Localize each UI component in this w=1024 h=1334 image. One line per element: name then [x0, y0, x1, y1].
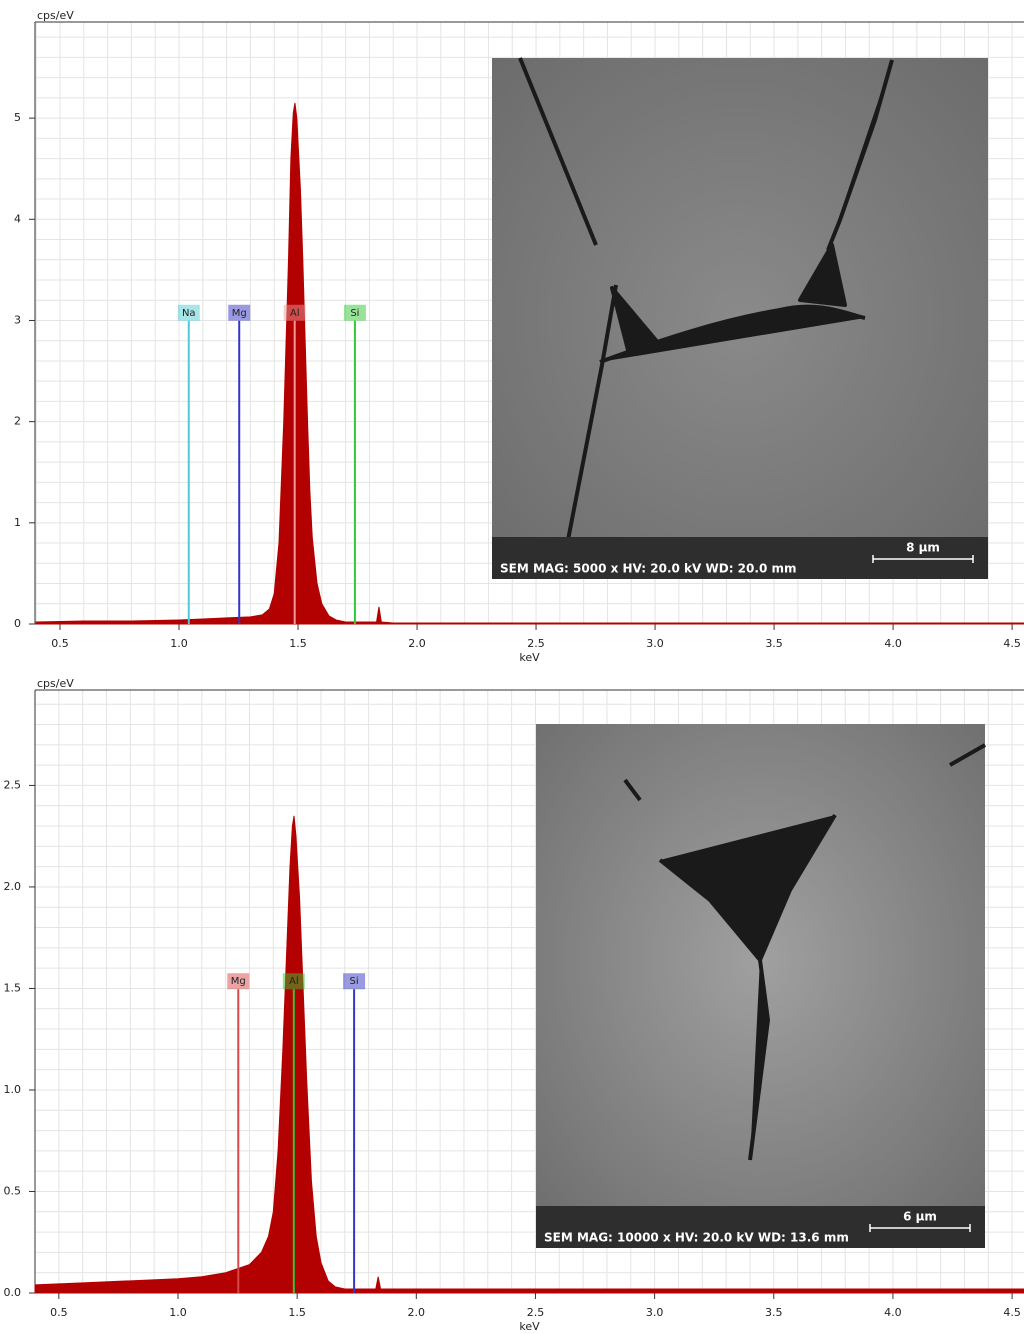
element-label: Si [350, 308, 359, 319]
x-tick-label: 3.5 [765, 1306, 783, 1319]
y-tick-label: 0.5 [4, 1184, 22, 1197]
sem-scale-label: 6 µm [903, 1210, 937, 1224]
sem-caption: SEM MAG: 5000 x HV: 20.0 kV WD: 20.0 mm [500, 562, 796, 576]
element-label-box [228, 304, 251, 321]
sem-feature [623, 743, 986, 1161]
y-tick-label: 2 [14, 415, 21, 428]
sem-caption-bar [536, 1206, 985, 1248]
sem-scale-bar [872, 555, 974, 563]
y-tick-label: 0 [14, 617, 21, 630]
x-tick-label: 1.0 [170, 637, 188, 650]
spectrum-panel: 0.5 1.0 1.5 2.0 2.5 3.0 3.5 4.0 4.5 0.0 0.5 1.0 1.5 2… [4, 677, 1024, 1333]
sem-caption-bar [492, 537, 988, 579]
x-tick-label: 0.5 [51, 637, 69, 650]
element-label-box [177, 304, 200, 321]
x-tick-label: 3.0 [646, 637, 664, 650]
x-tick-label: 0.5 [50, 1306, 68, 1319]
x-tick-label: 2.5 [527, 637, 545, 650]
y-tick-label: 4 [14, 212, 21, 225]
x-tick-label: 3.0 [646, 1306, 664, 1319]
element-label: Na [182, 308, 196, 319]
x-tick-label: 4.5 [1003, 637, 1021, 650]
y-tick-label: 2.5 [4, 778, 22, 791]
x-tick-label: 4.0 [884, 637, 902, 650]
y-tick-label: 0.0 [4, 1286, 22, 1299]
sem-caption: SEM MAG: 10000 x HV: 20.0 kV WD: 13.6 mm [544, 1231, 849, 1245]
x-tick-label: 2.0 [408, 1306, 426, 1319]
element-label: Mg [232, 308, 247, 319]
x-tick-label: 1.5 [289, 637, 307, 650]
y-tick-label: 5 [14, 111, 21, 124]
x-axis-label: keV [519, 1320, 540, 1333]
element-label: Si [350, 976, 359, 987]
x-tick-label: 4.5 [1003, 1306, 1021, 1319]
y-axis-label: cps/eV [37, 677, 74, 690]
spectrum-area [35, 102, 1024, 625]
x-tick-label: 1.0 [169, 1306, 187, 1319]
x-tick-label: 4.0 [884, 1306, 902, 1319]
x-tick-label: 1.5 [288, 1306, 306, 1319]
sem-feature [518, 57, 894, 541]
element-label: Al [290, 308, 300, 319]
y-tick-label: 2.0 [4, 880, 22, 893]
x-tick-label: 2.5 [527, 1306, 545, 1319]
x-tick-label: 2.0 [408, 637, 426, 650]
y-axis-label: cps/eV [37, 9, 74, 22]
element-label: Mg [231, 976, 246, 987]
y-tick-label: 1.0 [4, 1083, 22, 1096]
element-label-box [343, 304, 366, 321]
spectrum-area [34, 815, 1024, 1294]
element-label-box [282, 973, 305, 990]
sem-scale-bar [869, 1224, 971, 1232]
element-label-box [227, 973, 250, 990]
y-tick-label: 1 [14, 516, 21, 529]
x-tick-label: 3.5 [765, 637, 783, 650]
element-label-box [343, 973, 366, 990]
sem-scale-label: 8 µm [906, 541, 940, 555]
element-label-box [283, 304, 306, 321]
y-tick-label: 3 [14, 313, 21, 326]
element-label: Al [289, 976, 299, 987]
x-axis-label: keV [519, 651, 540, 664]
spectrum-panel: 0.5 1.0 1.5 2.0 2.5 3.0 3.5 4.0 4.5 0 1 2 3 4 5 cps/eV k… [14, 9, 1024, 664]
y-tick-label: 1.5 [4, 981, 22, 994]
